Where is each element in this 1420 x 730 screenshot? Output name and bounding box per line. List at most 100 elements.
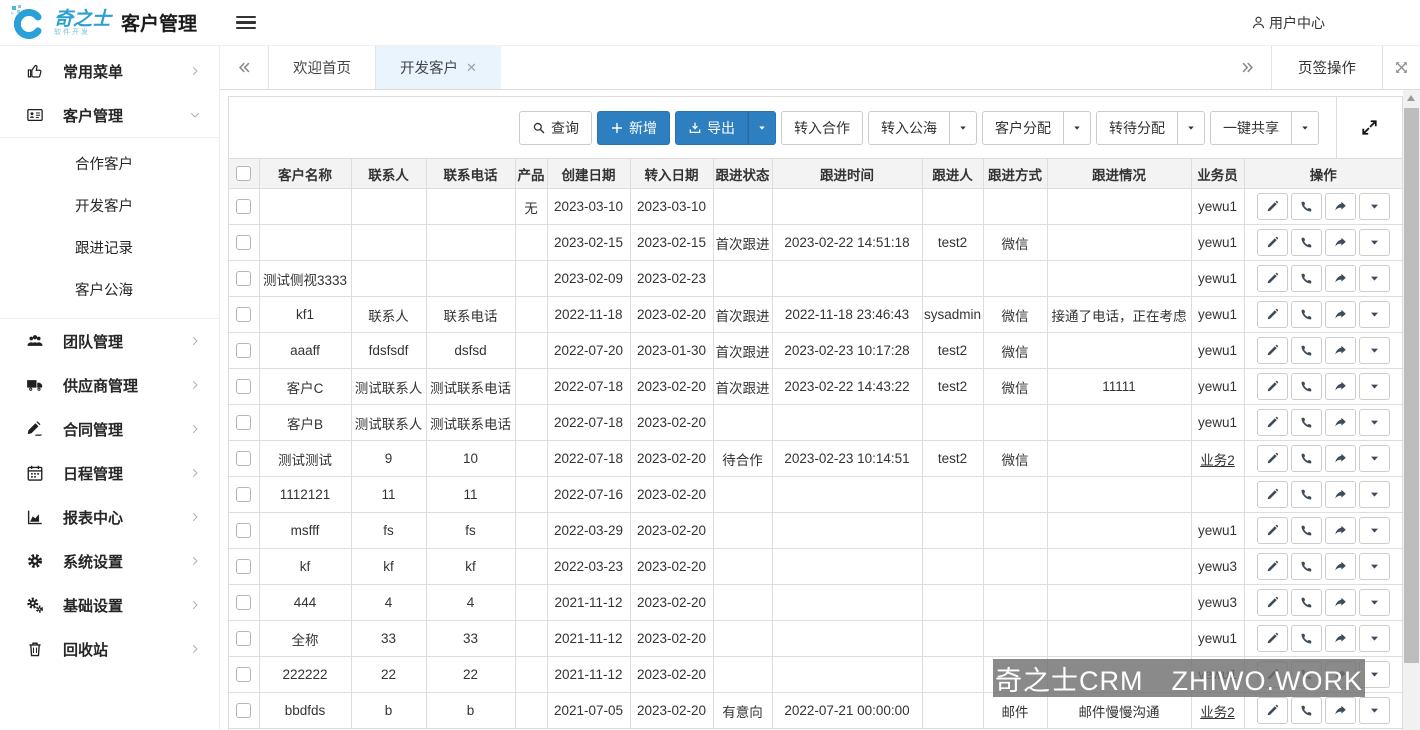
call-button[interactable]	[1290, 265, 1322, 292]
call-button[interactable]	[1290, 337, 1322, 364]
more-dropdown-button[interactable]	[1358, 625, 1390, 652]
call-button[interactable]	[1290, 301, 1322, 328]
call-button[interactable]	[1290, 553, 1322, 580]
sidebar-item-团队管理[interactable]: 团队管理	[0, 319, 219, 363]
toolbar-button-转待分配[interactable]: 转待分配	[1096, 110, 1178, 145]
edit-button[interactable]	[1256, 301, 1288, 328]
sidebar-item-报表中心[interactable]: 报表中心	[0, 495, 219, 539]
call-button[interactable]	[1290, 229, 1322, 256]
more-dropdown-button[interactable]	[1358, 445, 1390, 472]
sidebar-item-回收站[interactable]: 回收站	[0, 627, 219, 671]
toolbar-dropdown-客户分配[interactable]	[1064, 110, 1091, 145]
more-dropdown-button[interactable]	[1358, 301, 1390, 328]
share-button[interactable]	[1324, 697, 1356, 724]
more-dropdown-button[interactable]	[1358, 697, 1390, 724]
row-checkbox[interactable]	[236, 595, 252, 611]
row-checkbox[interactable]	[236, 451, 252, 467]
more-dropdown-button[interactable]	[1358, 373, 1390, 400]
sidebar-item-常用菜单[interactable]: 常用菜单	[0, 49, 219, 93]
edit-button[interactable]	[1256, 625, 1288, 652]
call-button[interactable]	[1290, 697, 1322, 724]
call-button[interactable]	[1290, 373, 1322, 400]
row-checkbox[interactable]	[236, 703, 252, 719]
row-checkbox[interactable]	[236, 307, 252, 323]
tab-operations-button[interactable]: 页签操作	[1271, 46, 1382, 89]
tab-欢迎首页[interactable]: 欢迎首页	[268, 46, 375, 89]
more-dropdown-button[interactable]	[1358, 553, 1390, 580]
edit-button[interactable]	[1256, 553, 1288, 580]
toolbar-button-转入公海[interactable]: 转入公海	[868, 110, 950, 145]
row-checkbox[interactable]	[236, 667, 252, 683]
edit-button[interactable]	[1256, 337, 1288, 364]
edit-button[interactable]	[1256, 481, 1288, 508]
call-button[interactable]	[1290, 193, 1322, 220]
share-button[interactable]	[1324, 625, 1356, 652]
edit-button[interactable]	[1256, 373, 1288, 400]
more-dropdown-button[interactable]	[1358, 337, 1390, 364]
edit-button[interactable]	[1256, 409, 1288, 436]
edit-button[interactable]	[1256, 265, 1288, 292]
sidebar-item-供应商管理[interactable]: 供应商管理	[0, 363, 219, 407]
share-button[interactable]	[1324, 409, 1356, 436]
share-button[interactable]	[1324, 589, 1356, 616]
scrollbar-up-arrow[interactable]	[1407, 95, 1415, 101]
toolbar-button-新增[interactable]: 新增	[597, 110, 670, 145]
toolbar-dropdown-一键共享[interactable]	[1292, 110, 1319, 145]
row-checkbox[interactable]	[236, 199, 252, 215]
tab-开发客户[interactable]: 开发客户 ✕	[375, 46, 501, 89]
edit-button[interactable]	[1256, 229, 1288, 256]
row-checkbox[interactable]	[236, 523, 252, 539]
share-button[interactable]	[1324, 265, 1356, 292]
share-button[interactable]	[1324, 373, 1356, 400]
tab-close-icon[interactable]: ✕	[466, 59, 477, 75]
row-checkbox[interactable]	[236, 559, 252, 575]
more-dropdown-button[interactable]	[1358, 193, 1390, 220]
edit-button[interactable]	[1256, 697, 1288, 724]
edit-button[interactable]	[1256, 445, 1288, 472]
toolbar-button-导出[interactable]: 导出	[675, 110, 748, 145]
sidebar-subitem-合作客户[interactable]: 合作客户	[75, 157, 133, 173]
row-checkbox[interactable]	[236, 235, 252, 251]
share-button[interactable]	[1324, 193, 1356, 220]
more-dropdown-button[interactable]	[1358, 265, 1390, 292]
row-checkbox[interactable]	[236, 271, 252, 287]
share-button[interactable]	[1324, 481, 1356, 508]
sidebar-item-客户管理[interactable]: 客户管理	[0, 93, 219, 137]
sidebar-item-合同管理[interactable]: 合同管理	[0, 407, 219, 451]
toolbar-button-客户分配[interactable]: 客户分配	[982, 110, 1064, 145]
sidebar-subitem-开发客户[interactable]: 开发客户	[75, 199, 133, 215]
share-button[interactable]	[1324, 553, 1356, 580]
tabs-expand-button[interactable]	[1382, 46, 1420, 89]
more-dropdown-button[interactable]	[1358, 589, 1390, 616]
row-checkbox[interactable]	[236, 631, 252, 647]
more-dropdown-button[interactable]	[1358, 409, 1390, 436]
more-dropdown-button[interactable]	[1358, 229, 1390, 256]
salesman-link[interactable]: 业务2	[1200, 452, 1235, 468]
share-button[interactable]	[1324, 301, 1356, 328]
call-button[interactable]	[1290, 517, 1322, 544]
edit-button[interactable]	[1256, 589, 1288, 616]
hamburger-menu-icon[interactable]	[236, 13, 256, 33]
share-button[interactable]	[1324, 517, 1356, 544]
edit-button[interactable]	[1256, 193, 1288, 220]
share-button[interactable]	[1324, 229, 1356, 256]
fullscreen-toggle-button[interactable]	[1336, 97, 1402, 158]
row-checkbox[interactable]	[236, 487, 252, 503]
row-checkbox[interactable]	[236, 343, 252, 359]
sidebar-item-日程管理[interactable]: 日程管理	[0, 451, 219, 495]
edit-button[interactable]	[1256, 517, 1288, 544]
call-button[interactable]	[1290, 589, 1322, 616]
sidebar-subitem-跟进记录[interactable]: 跟进记录	[75, 241, 133, 257]
more-dropdown-button[interactable]	[1358, 481, 1390, 508]
share-button[interactable]	[1324, 337, 1356, 364]
call-button[interactable]	[1290, 445, 1322, 472]
call-button[interactable]	[1290, 625, 1322, 652]
tabs-scroll-left-button[interactable]	[220, 46, 268, 89]
row-checkbox[interactable]	[236, 379, 252, 395]
select-all-checkbox[interactable]	[236, 166, 252, 182]
call-button[interactable]	[1290, 409, 1322, 436]
toolbar-button-一键共享[interactable]: 一键共享	[1210, 110, 1292, 145]
more-dropdown-button[interactable]	[1358, 517, 1390, 544]
share-button[interactable]	[1324, 445, 1356, 472]
sidebar-item-基础设置[interactable]: 基础设置	[0, 583, 219, 627]
